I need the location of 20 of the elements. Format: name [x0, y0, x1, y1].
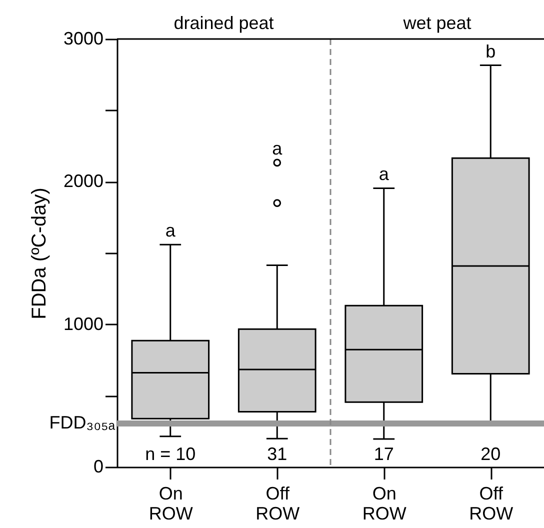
annotation: b [486, 41, 496, 62]
y-tick-label: 2000 [63, 171, 104, 192]
y-axis-title: FDDa (ºC-day) [28, 188, 50, 320]
annotation: a [378, 164, 390, 184]
annotation: a [272, 138, 284, 159]
ref-line-label: FDD₃₀₅ₐ [49, 412, 116, 432]
text: wet peat [402, 13, 472, 33]
text: drained peat [174, 13, 274, 33]
x-tick-label: Off ROW [256, 484, 300, 524]
y-tick-label: 1000 [63, 314, 104, 334]
x-tick-label: On ROW [148, 484, 193, 524]
annotation: 17 [374, 444, 394, 464]
x-tick-label: Off ROW [469, 484, 514, 524]
annotation: 20 [480, 444, 501, 464]
y-tick-label: 0 [93, 456, 104, 476]
x-tick-label: On ROW [362, 484, 406, 524]
annotation: n = 10 [145, 444, 196, 464]
annotation: 31 [267, 444, 288, 464]
annotation: a [165, 220, 176, 241]
y-tick-label: 3000 [63, 28, 104, 48]
